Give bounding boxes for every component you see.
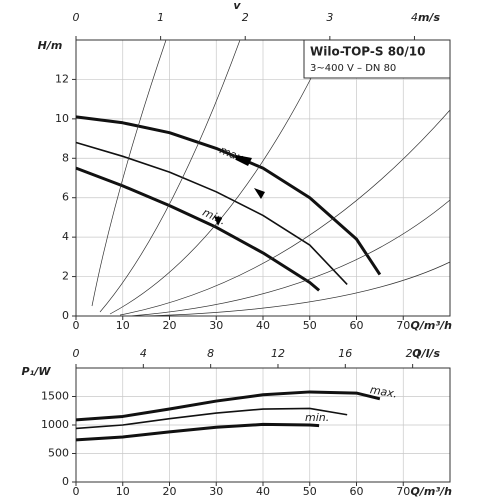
- y-axis-label: P₁/W: [21, 365, 51, 378]
- x-axis-label: Q/m³/h: [411, 319, 453, 332]
- y-tick-label: 4: [62, 230, 69, 243]
- x-tick-label: 50: [303, 319, 317, 332]
- x2-tick-label: 2: [242, 11, 249, 24]
- curve: [75, 422, 320, 442]
- x-tick-label: 20: [163, 319, 177, 332]
- y-tick-label: 1000: [41, 418, 69, 431]
- x2-tick-label: 4: [411, 11, 418, 24]
- curve-label: min.: [305, 411, 329, 424]
- plot-layer: 0 10 20 30 40 50 60 700 1 2 3 4024681012Q/m³/hH/mvm…: [21, 0, 452, 498]
- x-tick-label: 70: [396, 319, 410, 332]
- system-curve: [144, 261, 451, 317]
- x-tick-label: 70: [396, 485, 410, 498]
- plot-frame: [75, 367, 451, 483]
- x2-axis-label: Q/l/s: [412, 347, 440, 360]
- system-curve: [109, 39, 331, 315]
- x2-tick-label: 16: [338, 347, 352, 360]
- marker: [236, 155, 252, 166]
- curve: [75, 390, 381, 422]
- x-tick-label: 50: [303, 485, 317, 498]
- x2-axis-label: m/s: [418, 11, 440, 24]
- y-axis-label: H/m: [38, 39, 63, 52]
- x2-tick-label: 3: [326, 11, 333, 24]
- x-tick-label: 10: [116, 485, 130, 498]
- x2-tick-label: 12: [271, 347, 285, 360]
- curve: [75, 166, 321, 292]
- x2-tick-label: 20: [406, 347, 420, 360]
- chart-subtitle: 3~400 V – DN 80: [310, 63, 396, 74]
- x-tick-label: 40: [256, 319, 270, 332]
- x-axis-label: Q/m³/h: [411, 485, 453, 498]
- curve: [75, 115, 382, 276]
- chart-title: Wilo-TOP-S 80/10: [310, 45, 425, 59]
- x-tick-label: 60: [350, 485, 364, 498]
- x-tick-label: 10: [116, 319, 130, 332]
- system-curve: [99, 39, 241, 313]
- plot-frame: [75, 39, 451, 317]
- y-tick-label: 0: [62, 475, 69, 488]
- curve: [75, 407, 348, 430]
- marker: [214, 216, 222, 226]
- system-curve: [91, 39, 167, 307]
- x-tick-label: 30: [209, 319, 223, 332]
- x2-tick-label: 0: [73, 347, 80, 360]
- y-tick-label: 500: [48, 447, 69, 460]
- x-tick-label: 0: [73, 319, 80, 332]
- y-tick-label: 0: [62, 309, 69, 322]
- x-tick-label: 60: [350, 319, 364, 332]
- curve-label: max.: [369, 383, 398, 401]
- curve-label: min.: [200, 206, 227, 228]
- x-tick-label: 0: [73, 485, 80, 498]
- x-tick-label: 20: [163, 485, 177, 498]
- y-tick-label: 1500: [41, 390, 69, 403]
- x-tick-label: 30: [209, 485, 223, 498]
- system-curve: [119, 109, 451, 316]
- x-tick-label: 40: [256, 485, 270, 498]
- y-tick-label: 2: [62, 270, 69, 283]
- x2-axis-label: v: [233, 0, 241, 12]
- system-curve: [129, 199, 451, 317]
- x2-tick-label: 0: [73, 11, 80, 24]
- y-tick-label: 8: [62, 151, 69, 164]
- curve: [75, 141, 348, 286]
- marker: [254, 188, 265, 199]
- y-tick-label: 10: [55, 112, 69, 125]
- x2-tick-label: 1: [157, 11, 164, 24]
- title-box: [303, 39, 451, 79]
- y-tick-label: 6: [62, 191, 69, 204]
- y-tick-label: 12: [55, 72, 69, 85]
- x2-tick-label: 8: [207, 347, 214, 360]
- x2-tick-label: 4: [140, 347, 147, 360]
- system-curves: [91, 39, 451, 317]
